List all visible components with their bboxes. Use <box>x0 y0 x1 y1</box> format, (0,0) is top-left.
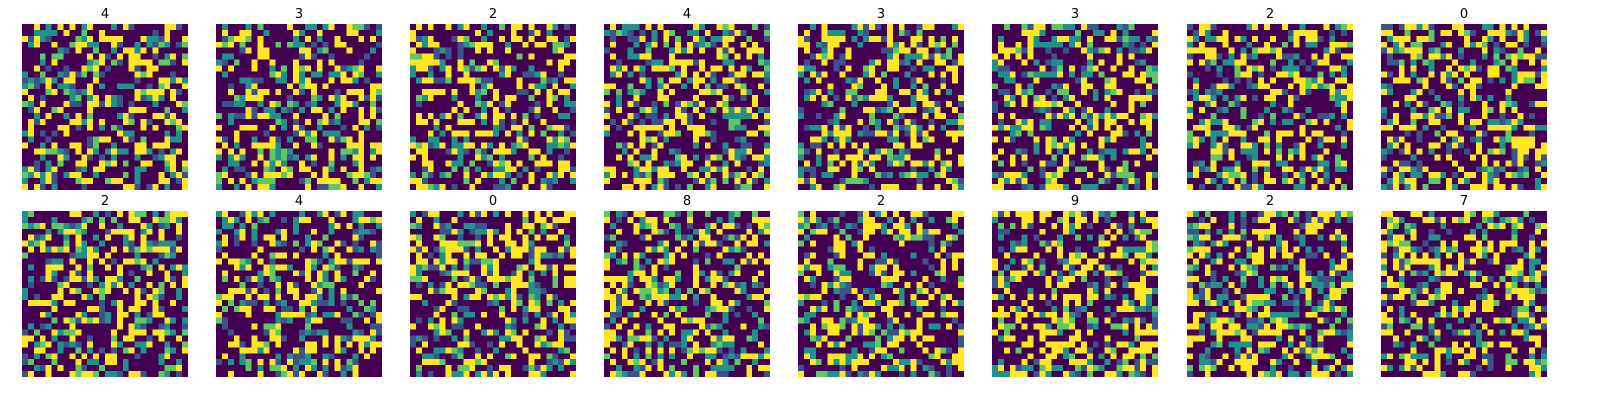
pixel-grid <box>604 24 770 190</box>
pixel-grid <box>410 24 576 190</box>
pixel-grid <box>1187 211 1353 377</box>
pixel-grid <box>216 211 382 377</box>
pixel-grid <box>1187 24 1353 190</box>
pixel-grid <box>798 24 964 190</box>
panel-title: 3 <box>876 7 886 22</box>
panel-title: 4 <box>294 194 304 209</box>
panel-title: 4 <box>682 7 692 22</box>
panel-title: 9 <box>1070 194 1080 209</box>
panel-title: 2 <box>100 194 110 209</box>
pixel-grid <box>992 211 1158 377</box>
panel-title: 3 <box>294 7 304 22</box>
panel-title: 2 <box>876 194 886 209</box>
panel-title: 2 <box>1265 7 1275 22</box>
pixel-grid <box>216 24 382 190</box>
panel-title: 2 <box>488 7 498 22</box>
panel-title: 7 <box>1459 194 1469 209</box>
panel-title: 3 <box>1070 7 1080 22</box>
panel-title: 0 <box>1459 7 1469 22</box>
pixel-grid <box>410 211 576 377</box>
panel-title: 0 <box>488 194 498 209</box>
panel-title: 8 <box>682 194 692 209</box>
pixel-grid <box>22 24 188 190</box>
pixel-grid <box>992 24 1158 190</box>
pixel-grid <box>22 211 188 377</box>
panel-title: 2 <box>1265 194 1275 209</box>
pixel-grid <box>1381 211 1547 377</box>
pixel-grid <box>798 211 964 377</box>
panel-title: 4 <box>100 7 110 22</box>
pixel-grid <box>1381 24 1547 190</box>
pixel-grid <box>604 211 770 377</box>
